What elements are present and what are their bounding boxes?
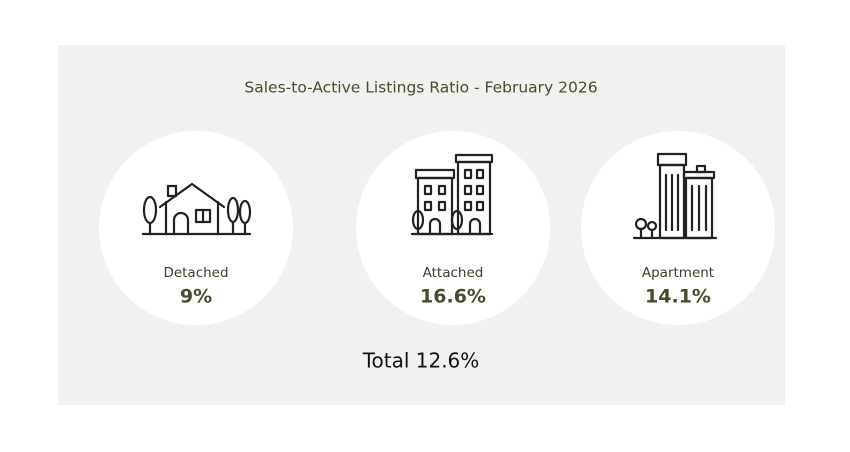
apartment-icon	[632, 152, 718, 240]
attached-icon	[410, 153, 494, 236]
item-label: Detached	[163, 265, 228, 281]
item-label: Apartment	[642, 265, 714, 281]
title: Sales-to-Active Listings Ratio - Februar…	[244, 79, 597, 97]
item-value: 9%	[180, 286, 212, 308]
item-value: 14.1%	[645, 286, 711, 308]
item-value: 16.6%	[420, 286, 486, 308]
total: Total 12.6%	[362, 349, 480, 373]
item-label: Attached	[423, 265, 484, 281]
card-circle	[99, 131, 293, 325]
house-icon	[141, 182, 252, 236]
